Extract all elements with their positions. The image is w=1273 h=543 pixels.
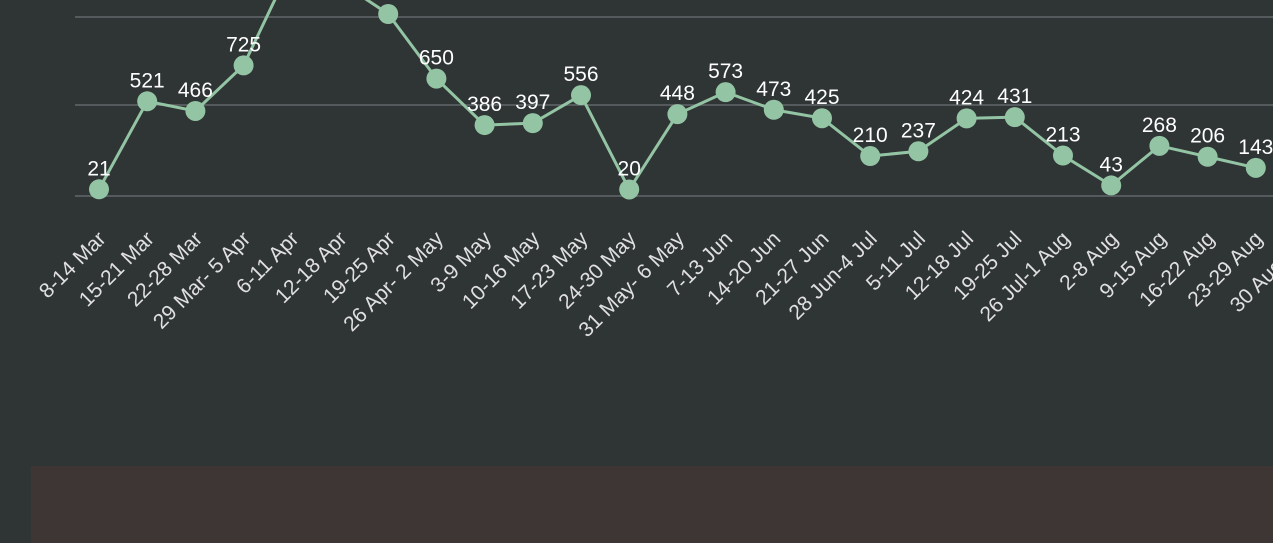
point <box>1101 175 1122 196</box>
panel <box>31 466 1273 543</box>
point <box>426 68 447 89</box>
data-label: 210 <box>853 124 888 147</box>
data-label: 725 <box>226 33 261 56</box>
point <box>1197 146 1218 167</box>
point <box>715 82 736 103</box>
data-label: 268 <box>1142 114 1177 137</box>
point <box>908 141 929 162</box>
data-label: 473 <box>756 78 791 101</box>
point <box>812 108 832 129</box>
point <box>1053 145 1073 166</box>
point <box>522 113 543 134</box>
point <box>233 55 254 76</box>
point <box>185 100 206 121</box>
data-label: 1017 <box>365 0 412 5</box>
point <box>619 179 640 200</box>
data-label: 206 <box>1190 125 1225 148</box>
data-label: 573 <box>708 60 743 83</box>
data-label: 143 <box>1238 136 1273 159</box>
data-label: 386 <box>467 93 502 116</box>
point <box>474 115 495 136</box>
point <box>89 179 109 200</box>
data-label: 431 <box>997 85 1032 108</box>
point <box>1004 107 1025 128</box>
point <box>763 99 784 120</box>
data-label: 466 <box>178 79 213 102</box>
data-label: 556 <box>563 63 598 86</box>
point <box>1149 135 1170 156</box>
point <box>667 104 688 125</box>
data-label: 237 <box>901 119 936 142</box>
point <box>571 85 591 106</box>
point <box>378 4 399 25</box>
point <box>1245 157 1266 178</box>
point <box>137 91 158 112</box>
point <box>956 108 977 129</box>
point <box>860 146 881 167</box>
data-label: 21 <box>87 157 110 180</box>
data-label: 425 <box>804 86 839 109</box>
data-label: 213 <box>1045 124 1080 147</box>
data-label: 448 <box>660 82 695 105</box>
data-label: 20 <box>618 157 641 180</box>
data-label: 424 <box>949 86 984 109</box>
data-label: 521 <box>130 69 165 92</box>
data-label: 650 <box>419 47 454 70</box>
data-label: 43 <box>1100 153 1123 176</box>
data-label: 397 <box>515 91 550 114</box>
